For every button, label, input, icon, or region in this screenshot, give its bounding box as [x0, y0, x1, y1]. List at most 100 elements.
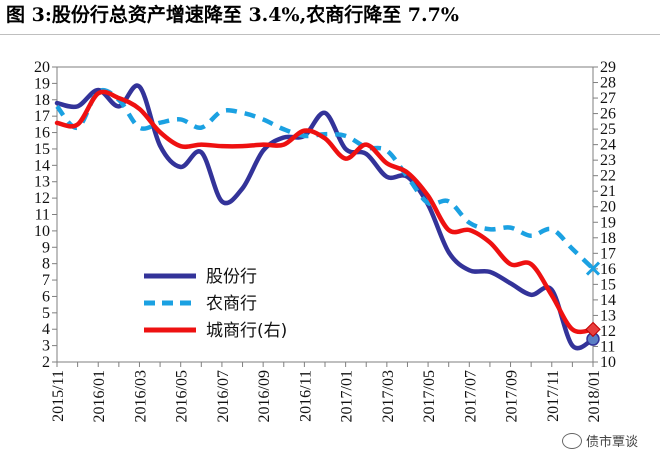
left-y-tick-label: 6 [42, 288, 50, 305]
right-y-tick-label: 15 [600, 276, 616, 293]
watermark-text: 债市覃谈 [585, 435, 638, 450]
data-point [385, 175, 389, 179]
left-y-tick-label: 17 [34, 108, 50, 125]
x-tick-label: 2017/07 [462, 370, 479, 422]
left-y-tick-label: 9 [42, 239, 50, 256]
data-point [508, 262, 512, 266]
data-point [488, 270, 492, 274]
left-y-tick-label: 8 [42, 256, 50, 273]
data-point [302, 128, 306, 132]
x-tick-label: 2016/05 [174, 370, 191, 422]
right-y-tick-label: 16 [600, 261, 616, 278]
marker-layer [55, 84, 601, 347]
left-y-tick-label: 5 [42, 305, 50, 322]
end-marker-diamond [585, 321, 601, 338]
right-y-tick-label: 29 [600, 59, 616, 76]
data-point [529, 234, 533, 238]
left-y-tick-label: 11 [35, 207, 50, 224]
data-point [529, 262, 533, 266]
data-point [220, 144, 224, 148]
x-tick-label: 2017/01 [339, 370, 356, 422]
data-point [343, 134, 347, 138]
wechat-logo-icon [561, 432, 582, 449]
end-marker-x [585, 261, 601, 276]
data-point [178, 165, 182, 169]
left-y-tick-label: 3 [42, 338, 50, 355]
right-y-tick-label: 25 [600, 121, 616, 138]
data-point [261, 142, 265, 146]
right-y-tick-label: 10 [600, 354, 616, 371]
right-y-tick-label: 24 [600, 137, 616, 154]
data-point [302, 134, 306, 138]
data-point [240, 111, 244, 115]
right-y-tick-label: 12 [600, 323, 616, 340]
data-point [55, 121, 59, 125]
data-point [426, 194, 430, 198]
x-tick-label: 2016/07 [215, 370, 232, 422]
data-point [199, 142, 203, 146]
data-point [508, 281, 512, 285]
data-point [446, 228, 450, 232]
legend-label: 城商行(右) [206, 321, 287, 341]
data-point [488, 240, 492, 244]
data-point [550, 293, 554, 297]
data-point [529, 293, 533, 297]
data-point [323, 136, 327, 140]
data-point [96, 91, 100, 95]
left-y-tick-label: 13 [34, 174, 50, 191]
data-point [55, 104, 59, 108]
data-point [323, 132, 327, 136]
left-y-tick-label: 15 [34, 141, 50, 158]
data-point [75, 104, 79, 108]
legend-label: 农商行 [206, 294, 257, 314]
data-point [117, 96, 121, 100]
data-point [220, 199, 224, 203]
title-rule [0, 34, 660, 35]
right-y-tick-label: 19 [600, 214, 616, 231]
data-point [446, 250, 450, 254]
right-y-tick-label: 21 [600, 183, 616, 200]
data-point [570, 247, 574, 251]
series-line [54, 83, 596, 351]
data-point [240, 144, 244, 148]
data-point [570, 343, 574, 347]
x-tick-label: 2016/03 [132, 370, 149, 422]
data-point [75, 122, 79, 126]
data-point [446, 199, 450, 203]
data-point [261, 117, 265, 121]
x-tick-label: 2017/03 [380, 370, 397, 422]
data-point [385, 148, 389, 152]
left-y-tick-label: 4 [42, 321, 50, 338]
x-tick-label: 2016/09 [256, 370, 273, 422]
data-point [343, 156, 347, 160]
right-y-tick-label: 17 [600, 245, 616, 262]
data-point [158, 121, 162, 125]
data-point [426, 201, 430, 205]
data-point [282, 142, 286, 146]
right-y-tick-label: 22 [600, 168, 616, 185]
data-point [282, 127, 286, 131]
right-y-tick-label: 28 [600, 75, 616, 92]
left-y-tick-label: 16 [34, 125, 50, 142]
data-point [405, 170, 409, 174]
left-y-tick-label: 7 [42, 272, 50, 289]
x-tick-label: 2017/05 [421, 370, 438, 422]
data-point [323, 111, 327, 115]
right-y-tick-label: 23 [600, 152, 616, 169]
data-point [467, 228, 471, 232]
series-line [55, 87, 595, 271]
data-point [199, 125, 203, 129]
right-y-tick-label: 13 [600, 307, 616, 324]
right-y-tick-label: 20 [600, 199, 616, 216]
data-point [137, 84, 141, 88]
data-point [508, 225, 512, 229]
right-y-tick-label: 14 [600, 292, 616, 309]
data-point [137, 125, 141, 129]
data-point [199, 150, 203, 154]
data-point [158, 130, 162, 134]
series-line [54, 89, 596, 335]
data-point [364, 152, 368, 156]
data-point [117, 104, 121, 108]
data-point [550, 288, 554, 292]
